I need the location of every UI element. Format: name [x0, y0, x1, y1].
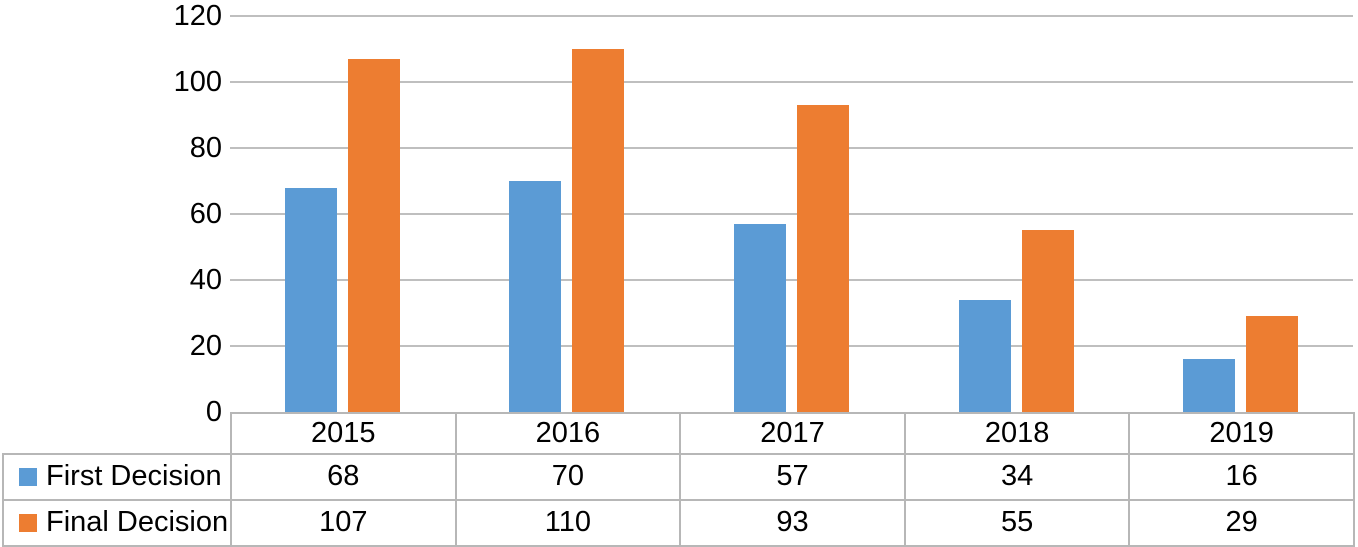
bar-final-decision-2018: [1022, 230, 1074, 412]
value-cell-final-decision-2017: 93: [679, 499, 906, 547]
gridline: [230, 15, 1353, 17]
series-name-label: Final Decision: [46, 506, 229, 539]
year-header-cell: 2015: [230, 412, 457, 455]
y-axis-tick-label: 120: [173, 0, 222, 32]
legend-cell-first-decision: First Decision: [2, 453, 232, 501]
value-cell-first-decision-2015: 68: [230, 453, 457, 501]
year-header-cell: 2018: [903, 412, 1131, 455]
bar-first-decision-2017: [734, 224, 786, 412]
value-cell-first-decision-2017: 57: [679, 453, 906, 501]
y-axis-tick-label: 100: [173, 66, 222, 98]
chart-data-table: 2015 2016 2017 2018 2019 First Decision 68 70 57…: [2, 412, 1355, 547]
y-axis-tick-label: 40: [189, 264, 222, 296]
gridline: [230, 147, 1353, 149]
legend-entry-final-decision: Final Decision: [5, 506, 229, 539]
value-cell-final-decision-2016: 110: [454, 499, 682, 547]
gridline: [230, 279, 1353, 281]
value-cell-first-decision-2016: 70: [454, 453, 682, 501]
bar-final-decision-2017: [797, 105, 849, 412]
bar-first-decision-2019: [1183, 359, 1235, 412]
y-axis-tick-label: 20: [189, 330, 222, 362]
y-axis-tick-label: 0: [205, 396, 222, 428]
legend-swatch-first-decision-icon: [19, 467, 37, 486]
bar-first-decision-2018: [959, 300, 1011, 412]
value-cell-final-decision-2018: 55: [903, 499, 1131, 547]
gridline: [230, 81, 1353, 83]
plot-area: 0 20 40 60 80 100 120: [173, 0, 1353, 427]
gridline: [230, 213, 1353, 215]
y-axis-tick-label: 60: [189, 198, 222, 230]
table-corner-cell: [3, 413, 231, 454]
bar-final-decision-2016: [572, 49, 624, 412]
series-name-label: First Decision: [46, 460, 222, 493]
y-axis-tick-label: 80: [189, 132, 222, 164]
bar-final-decision-2019: [1246, 316, 1298, 412]
year-header-cell: 2019: [1128, 412, 1355, 455]
year-header-cell: 2017: [679, 412, 906, 455]
value-cell-final-decision-2015: 107: [230, 499, 457, 547]
legend-entry-first-decision: First Decision: [5, 460, 229, 493]
legend-cell-final-decision: Final Decision: [2, 499, 232, 547]
bar-first-decision-2015: [285, 188, 337, 412]
legend-swatch-final-decision-icon: [19, 513, 37, 532]
year-header-cell: 2016: [454, 412, 682, 455]
gridline: [230, 345, 1353, 347]
value-cell-final-decision-2019: 29: [1128, 499, 1355, 547]
bar-final-decision-2015: [348, 59, 400, 412]
bar-first-decision-2016: [509, 181, 561, 412]
value-cell-first-decision-2018: 34: [903, 453, 1131, 501]
value-cell-first-decision-2019: 16: [1128, 453, 1355, 501]
